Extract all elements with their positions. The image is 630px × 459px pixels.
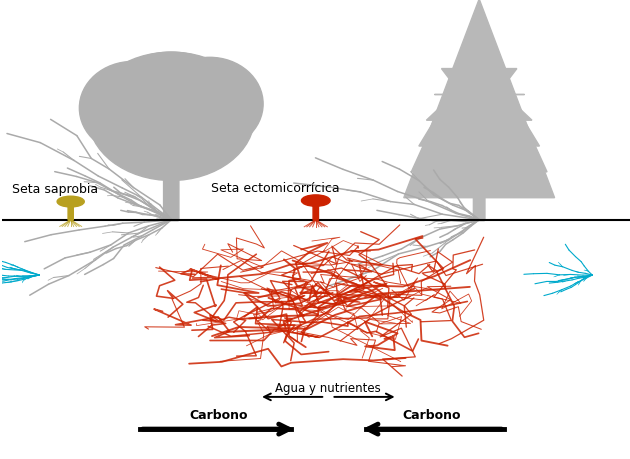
Text: Agua y nutrientes: Agua y nutrientes bbox=[275, 381, 381, 394]
Ellipse shape bbox=[88, 53, 255, 181]
FancyBboxPatch shape bbox=[68, 204, 73, 221]
Ellipse shape bbox=[106, 96, 202, 162]
Polygon shape bbox=[411, 24, 547, 173]
Text: Seta ectomicorrícica: Seta ectomicorrícica bbox=[210, 182, 339, 195]
Ellipse shape bbox=[113, 53, 230, 131]
Polygon shape bbox=[427, 72, 532, 121]
Ellipse shape bbox=[156, 58, 263, 151]
FancyBboxPatch shape bbox=[164, 174, 179, 221]
Ellipse shape bbox=[57, 197, 84, 207]
Ellipse shape bbox=[79, 62, 186, 155]
Text: Seta saprobia: Seta saprobia bbox=[12, 182, 98, 195]
Ellipse shape bbox=[301, 196, 330, 207]
FancyBboxPatch shape bbox=[313, 203, 319, 221]
Polygon shape bbox=[442, 69, 517, 119]
Text: Carbono: Carbono bbox=[189, 408, 248, 421]
Ellipse shape bbox=[148, 95, 238, 157]
Polygon shape bbox=[404, 0, 554, 198]
Polygon shape bbox=[419, 48, 539, 147]
Text: Carbono: Carbono bbox=[403, 408, 461, 421]
FancyBboxPatch shape bbox=[473, 197, 485, 221]
